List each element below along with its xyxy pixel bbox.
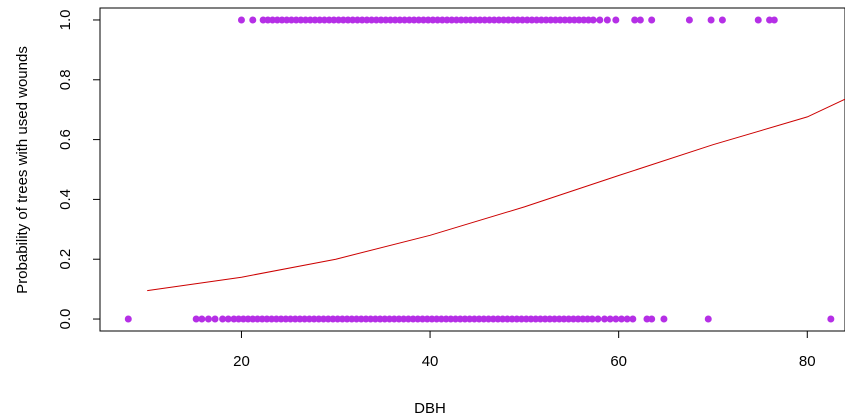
data-point — [237, 16, 245, 24]
data-point — [754, 16, 762, 24]
data-point — [770, 16, 778, 24]
data-point — [612, 315, 620, 323]
x-axis: 20 40 60 80 — [233, 330, 816, 370]
x-axis-title: DBH — [414, 400, 446, 417]
data-point — [718, 16, 726, 24]
y-tick-label: 0.4 — [57, 189, 74, 210]
data-point — [623, 315, 631, 323]
x-tick-label: 80 — [799, 353, 816, 370]
y-axis: 0.0 0.2 0.4 0.6 0.8 1.0 — [57, 10, 101, 330]
data-point — [192, 315, 200, 323]
data-point — [224, 315, 232, 323]
data-point — [660, 315, 668, 323]
data-point — [648, 16, 656, 24]
points-layer — [124, 16, 835, 323]
data-point — [204, 315, 212, 323]
data-point — [704, 315, 712, 323]
data-point — [219, 315, 227, 323]
x-tick-label: 60 — [610, 353, 627, 370]
y-tick-label: 0.8 — [57, 69, 74, 90]
data-point — [685, 16, 693, 24]
data-point — [631, 16, 639, 24]
data-point — [589, 16, 597, 24]
data-point — [603, 16, 611, 24]
data-point — [618, 315, 625, 323]
y-axis-title: Probability of trees with used wounds — [14, 46, 31, 294]
data-point — [594, 315, 602, 323]
data-point — [636, 16, 644, 24]
y-tick-label: 0.6 — [57, 129, 74, 150]
data-point — [211, 315, 219, 323]
data-point — [588, 315, 596, 323]
data-point — [124, 315, 132, 323]
x-tick-label: 40 — [422, 353, 439, 370]
data-point — [707, 16, 715, 24]
fitted-curve — [147, 98, 845, 292]
x-tick-label: 20 — [233, 353, 250, 370]
data-point — [606, 315, 614, 323]
data-point — [612, 16, 620, 24]
y-tick-label: 1.0 — [57, 10, 74, 31]
plot-frame — [99, 7, 845, 332]
data-point — [596, 16, 604, 24]
data-point — [629, 315, 637, 323]
data-point — [249, 16, 257, 24]
data-point — [198, 315, 206, 323]
y-tick-label: 0.0 — [57, 309, 74, 330]
y-tick-label: 0.2 — [57, 249, 74, 270]
data-point — [648, 315, 656, 323]
data-point — [601, 315, 609, 323]
fitted-curve-layer — [147, 98, 845, 292]
data-point — [827, 315, 835, 323]
